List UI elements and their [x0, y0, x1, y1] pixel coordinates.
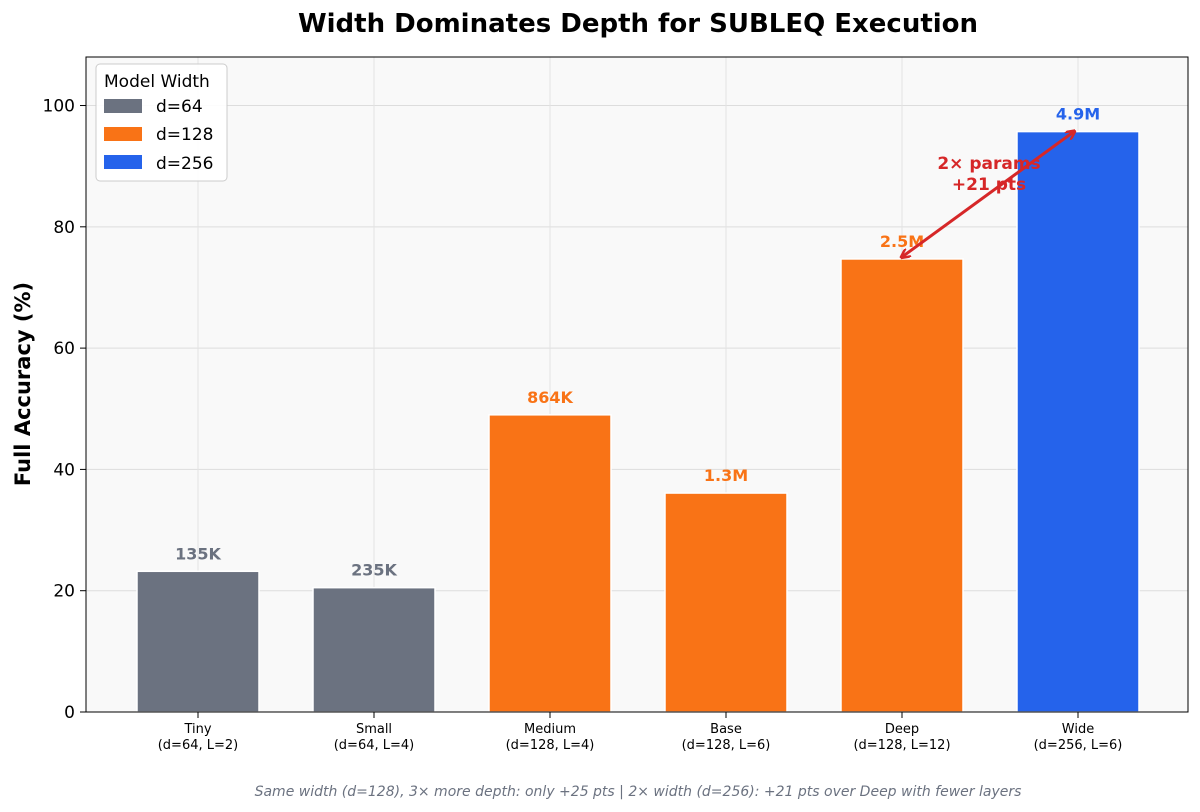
bar-tiny [136, 570, 260, 713]
x-tick-config-medium: (d=128, L=4) [506, 738, 595, 753]
legend-label-d64: d=64 [156, 97, 203, 117]
chart-title: Width Dominates Depth for SUBLEQ Executi… [298, 9, 978, 39]
bar-label-tiny: 135K [175, 544, 221, 563]
x-tick-label-wide: Wide [1062, 722, 1094, 737]
annotation: 2× params +21 pts [902, 132, 1074, 257]
bar-label-medium: 864K [527, 388, 573, 407]
y-tick-label-0: 0 [64, 703, 75, 723]
y-tick-label-80: 80 [53, 218, 75, 238]
legend-label-d128: d=128 [156, 125, 213, 145]
annotation-line-1: 2× params [937, 154, 1040, 174]
legend-swatch-d256 [104, 155, 142, 169]
legend-swatch-d64 [104, 99, 142, 113]
y-axis-label: Full Accuracy (%) [11, 282, 35, 486]
y-tick-label-20: 20 [53, 582, 75, 602]
x-tick-config-tiny: (d=64, L=2) [158, 738, 239, 753]
y-axis: 0 20 40 60 80 100 [43, 97, 86, 723]
x-tick-label-medium: Medium [524, 722, 576, 737]
y-tick-label-60: 60 [53, 339, 75, 359]
bar-base [664, 492, 788, 713]
y-tick-label-100: 100 [43, 97, 75, 117]
x-tick-config-base: (d=128, L=6) [682, 738, 771, 753]
x-axis: Tiny(d=64, L=2)Small(d=64, L=4)Medium(d=… [158, 712, 1123, 753]
bar-small [312, 586, 436, 713]
legend-title: Model Width [104, 72, 210, 92]
legend: Model Width d=64 d=128 d=256 [95, 63, 228, 182]
legend-swatch-d128 [104, 127, 142, 141]
bar-label-base: 1.3M [704, 466, 748, 485]
x-tick-label-small: Small [356, 722, 392, 737]
bar-labels: 135K 235K 864K 1.3M 2.5M 4.9M [175, 105, 1100, 580]
bar-wide [1016, 130, 1140, 713]
y-tick-label-40: 40 [53, 460, 75, 480]
annotation-line-2: +21 pts [952, 175, 1026, 195]
bar-label-deep: 2.5M [880, 232, 924, 251]
x-tick-label-tiny: Tiny [183, 722, 211, 737]
legend-box [95, 63, 228, 182]
x-tick-label-base: Base [710, 722, 742, 737]
bars [136, 130, 1140, 713]
legend-label-d256: d=256 [156, 154, 213, 174]
bar-label-small: 235K [351, 561, 397, 580]
plot-frame [85, 56, 1189, 713]
footnote: Same width (d=128), 3× more depth: only … [255, 784, 1022, 800]
x-tick-config-small: (d=64, L=4) [334, 738, 415, 753]
x-tick-label-deep: Deep [885, 722, 919, 737]
bar-medium [488, 414, 612, 713]
annotation-arrow [902, 132, 1074, 257]
x-tick-config-deep: (d=128, L=12) [853, 738, 950, 753]
x-tick-config-wide: (d=256, L=6) [1034, 738, 1123, 753]
bar-deep [840, 258, 964, 713]
bar-label-wide: 4.9M [1056, 105, 1100, 124]
